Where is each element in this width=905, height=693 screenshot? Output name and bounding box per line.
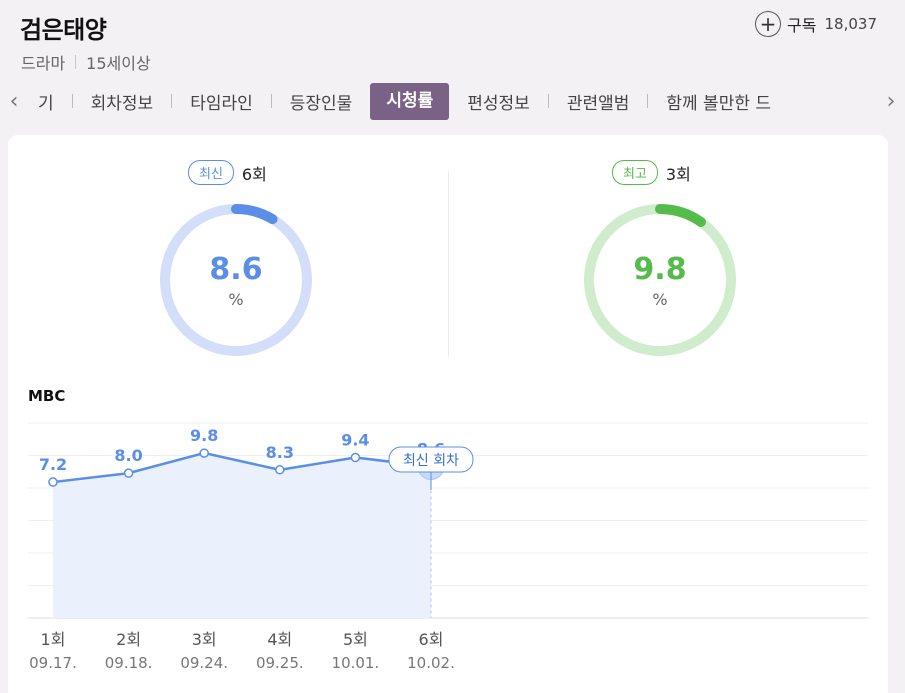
x-tick-date: 09.25. [256,654,304,672]
show-meta: 드라마 15세이상 [21,50,151,74]
tab-partial[interactable]: 기 [38,93,54,114]
stats-divider [448,171,449,357]
tab-list: 기 회차정보 타임라인 등장인물 시청률 편성정보 관련앨범 함께 볼만한 드 [28,82,877,120]
highest-donut-arc [584,204,736,356]
data-label: 8.0 [114,446,142,465]
subscribe-label: 구독 [787,16,817,35]
age-rating-label: 15세이상 [86,54,151,73]
x-tick-date: 10.01. [332,654,380,672]
tab-divider [647,94,649,108]
subscriber-count: 18,037 [824,15,878,33]
tab-characters[interactable]: 등장인물 [289,93,353,114]
x-tick-label: 2회 [116,630,141,649]
x-tick-label: 3회 [192,630,217,649]
data-point [275,465,285,475]
data-label: 8.3 [266,443,294,462]
tab-divider [547,94,549,108]
tab-albums[interactable]: 관련앨범 [566,93,630,114]
tab-divider [71,94,73,108]
latest-header: 최신 6회 [188,160,267,185]
data-point [123,468,134,478]
channel-label: MBC [28,387,66,405]
show-title: 검은태양 [20,16,107,44]
data-point [199,448,209,458]
x-tick-label: 6회 [419,630,444,649]
series-line [52,451,432,484]
tab-bar: ‹ 기 회차정보 타임라인 등장인물 시청률 편성정보 관련앨범 함께 볼만한 … [0,80,905,122]
tab-episode-info[interactable]: 회차정보 [90,93,154,114]
subscribe-button[interactable]: + 구독 18,037 [755,11,877,37]
latest-badge: 최신 [188,160,234,185]
latest-rating-unit: % [228,290,244,309]
ratings-card: 최신 6회 8.6 % 최고 3회 9.8 % MBC 7.2 8.0 9.8 8.3… [8,135,888,693]
highest-rating-donut: 9.8 % [582,202,738,358]
chevron-left-icon[interactable]: ‹ [9,88,19,114]
annotation-bubble [388,446,474,473]
data-point [48,477,58,487]
x-tick-date: 10.02. [407,654,455,672]
tab-recommended[interactable]: 함께 볼만한 드 [666,93,772,114]
annotation-label: 최신 회차 [403,453,459,469]
genre-label: 드라마 [21,54,66,73]
highest-badge: 최고 [612,160,658,185]
latest-donut-arc [160,204,312,356]
latest-episode: 6회 [241,164,267,184]
tab-ratings[interactable]: 시청률 [370,82,450,120]
highest-rating-value: 9.8 [633,252,687,287]
series-area [53,453,431,618]
highest-header: 최고 3회 [612,160,691,185]
chevron-right-icon[interactable]: › [886,88,896,114]
latest-rating-value: 8.6 [209,252,263,287]
tab-timeline[interactable]: 타임라인 [190,93,253,114]
latest-rating-donut: 8.6 % [158,202,314,358]
x-tick-date: 09.18. [105,654,153,672]
data-label: 7.2 [39,455,67,474]
tab-schedule[interactable]: 편성정보 [467,93,530,114]
x-tick-label: 5회 [343,630,368,649]
ratings-chart: 7.28.09.88.39.48.6최신 회차1회09.17.2회09.18.3… [28,422,868,672]
data-point [350,452,361,463]
x-tick-label: 4회 [267,630,292,649]
tab-divider [171,94,173,108]
data-label: 9.4 [341,431,369,450]
plus-circle-icon: + [755,11,782,37]
data-label: 9.8 [190,426,218,445]
x-tick-date: 09.24. [180,654,228,672]
tab-divider [270,94,272,108]
x-tick-label: 1회 [41,630,66,649]
highest-rating-unit: % [652,290,668,309]
highest-episode: 3회 [665,164,691,184]
x-tick-date: 09.17. [29,654,77,672]
meta-divider [75,55,77,69]
